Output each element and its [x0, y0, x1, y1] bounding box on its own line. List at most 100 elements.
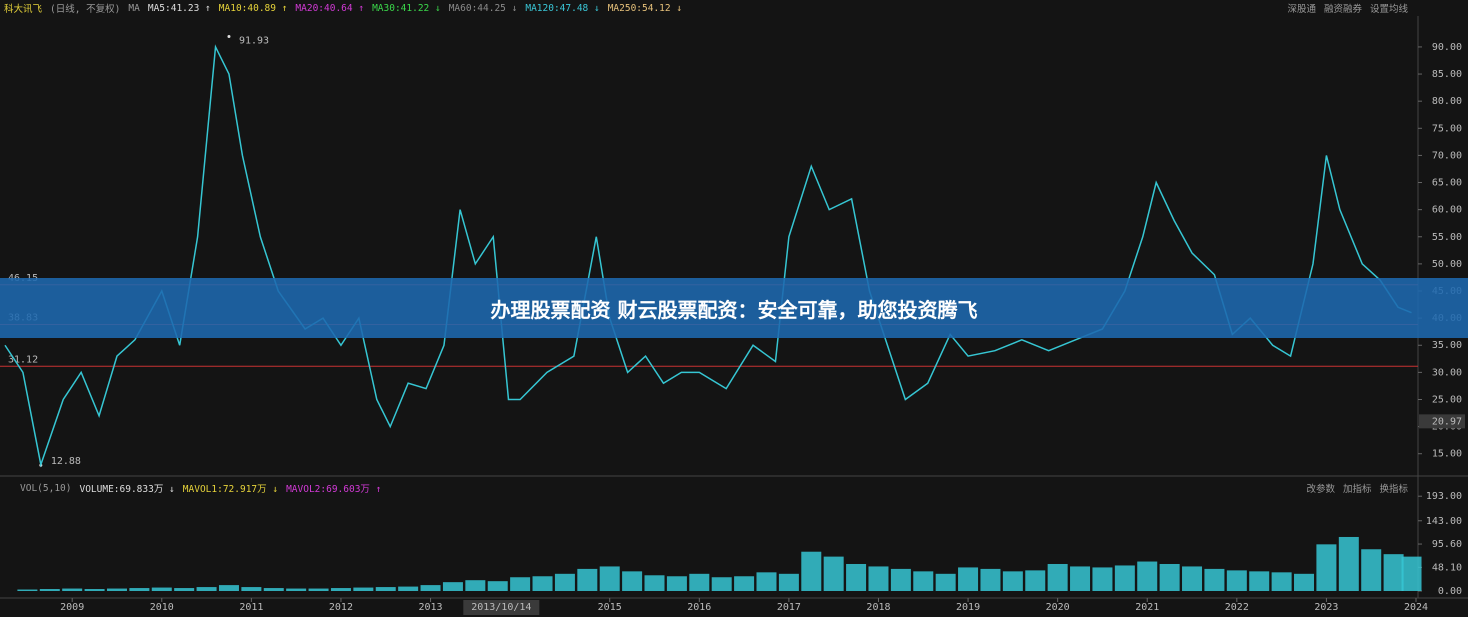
volume-bar: [778, 573, 799, 591]
header-link[interactable]: 设置均线: [1369, 4, 1408, 15]
volume-bar: [106, 588, 127, 591]
y-tick-label: 60.00: [1432, 205, 1462, 216]
x-tick-label: 2009: [60, 602, 84, 613]
ma-value: MA250:54.12 ↓: [607, 2, 683, 14]
vol-link[interactable]: 换指标: [1379, 484, 1408, 495]
vol-link[interactable]: 加指标: [1342, 484, 1372, 495]
header-links: 深股通 融资融券 设置均线: [1287, 0, 1408, 16]
volume-bar: [622, 571, 643, 591]
y-tick-label: 193.00: [1426, 491, 1462, 502]
volume-bar: [1070, 566, 1091, 591]
vol-title: VOL(5,10): [20, 482, 72, 494]
volume-bar: [218, 585, 239, 591]
volume-bar: [958, 567, 979, 591]
y-tick-label: 30.00: [1432, 367, 1462, 378]
y-tick-label: 80.00: [1432, 96, 1462, 107]
volume-bar: [84, 589, 105, 591]
x-tick-label: 2013: [418, 602, 442, 613]
header-link[interactable]: 深股通: [1287, 4, 1316, 15]
extreme-label: 91.93: [239, 35, 269, 46]
volume-bar: [689, 573, 710, 591]
ma-value: MA10:40.89 ↑: [218, 2, 288, 14]
volume-bar: [1002, 571, 1023, 591]
ma-value: MA20:40.64 ↑: [295, 2, 365, 14]
x-tick-label: 2019: [956, 602, 980, 613]
volume-bar: [890, 568, 911, 591]
volume-bar: [666, 576, 687, 591]
vol-link[interactable]: 改参数: [1306, 484, 1335, 495]
volume-bar: [241, 587, 262, 591]
volume-bar: [286, 588, 307, 591]
x-tick-label: 2020: [1046, 602, 1070, 613]
y-tick-label: 50.00: [1432, 259, 1462, 270]
mode: (日线, 不复权): [50, 4, 121, 15]
ma-title: MA: [128, 2, 140, 14]
volume-bar: [1401, 556, 1422, 591]
volume-bar: [913, 571, 934, 591]
x-tick-label: 2016: [687, 602, 711, 613]
y-tick-label: 0.00: [1438, 586, 1462, 597]
volume-bar: [1226, 570, 1247, 591]
volume-bar: [980, 568, 1001, 591]
volume-bar: [465, 580, 486, 591]
volume-bar: [420, 585, 441, 591]
vol-value: VOLUME:69.833万 ↓: [79, 484, 175, 495]
price-line: [4, 44, 1412, 468]
cursor-date: 2013/10/14: [471, 602, 531, 613]
x-tick-label: 2017: [777, 602, 801, 613]
x-tick-label: 2011: [239, 602, 263, 613]
cursor-price: 20.97: [1432, 416, 1462, 427]
volume-bar: [1092, 567, 1113, 591]
vol-value: MAVOL1:72.917万 ↓: [182, 484, 279, 495]
x-tick-label: 2022: [1225, 602, 1249, 613]
x-tick-label: 2024: [1404, 602, 1428, 613]
y-tick-label: 65.00: [1432, 178, 1462, 189]
x-tick-label: 2015: [598, 602, 622, 613]
volume-bar: [174, 588, 195, 591]
volume-bar: [196, 587, 217, 591]
y-tick-label: 70.00: [1432, 150, 1462, 161]
x-tick-label: 2012: [329, 602, 353, 613]
x-tick-label: 2010: [150, 602, 174, 613]
volume-bar: [801, 551, 822, 591]
volume-bar: [39, 589, 60, 591]
volume-bar: [330, 588, 351, 591]
volume-bar: [554, 573, 575, 591]
y-tick-label: 75.00: [1432, 123, 1462, 134]
y-tick-label: 15.00: [1432, 449, 1462, 460]
volume-bar: [1047, 563, 1068, 591]
header-link[interactable]: 融资融券: [1323, 4, 1362, 15]
y-tick-label: 55.00: [1432, 232, 1462, 243]
y-tick-label: 90.00: [1432, 42, 1462, 53]
volume-bar: [1182, 566, 1203, 591]
volume-bar: [375, 587, 396, 591]
ma-value: MA120:47.48 ↓: [525, 2, 600, 14]
volume-bar: [1383, 554, 1404, 591]
ref-label: 31.12: [8, 354, 38, 365]
volume-bar: [644, 575, 665, 591]
volume-bar: [823, 556, 844, 591]
x-tick-label: 2023: [1314, 602, 1338, 613]
ad-banner[interactable]: 办理股票配资 财云股票配资：安全可靠，助您投资腾飞: [0, 278, 1468, 338]
header: 科大讯飞 (日线, 不复权) MA MA5:41.23 ↑ MA10:40.89 ↑ MA…: [4, 0, 682, 16]
volume-bar: [532, 576, 553, 591]
volume-bar: [846, 563, 867, 591]
volume-bar: [1114, 565, 1135, 591]
vol-value: MAVOL2:69.603万 ↑: [286, 484, 382, 495]
volume-bar: [263, 588, 284, 591]
volume-bar: [129, 588, 150, 591]
volume-bar: [17, 589, 38, 591]
volume-bar: [577, 568, 598, 591]
volume-bar: [1271, 572, 1292, 591]
volume-bar: [1294, 573, 1315, 591]
volume-bar: [1316, 544, 1337, 591]
volume-bar: [599, 566, 620, 591]
y-tick-label: 85.00: [1432, 69, 1462, 80]
volume-bar: [1361, 549, 1382, 591]
volume-bar: [1249, 571, 1270, 591]
y-tick-label: 143.00: [1426, 516, 1462, 527]
volume-bar: [308, 588, 329, 591]
volume-bar: [711, 577, 732, 591]
y-tick-label: 35.00: [1432, 340, 1462, 351]
